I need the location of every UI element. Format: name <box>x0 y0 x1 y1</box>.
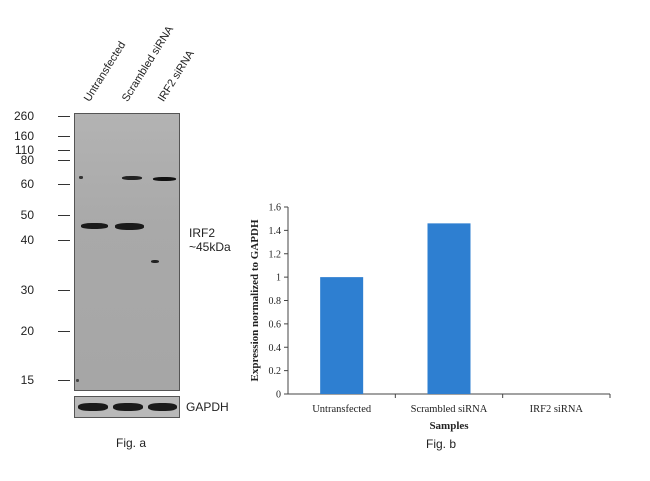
speck <box>76 379 79 382</box>
target-size: ~45kDa <box>189 240 231 254</box>
y-tick-label: 0.4 <box>269 343 282 354</box>
mw-label: 160 <box>13 129 34 143</box>
band-gapdh-lane1 <box>78 403 108 411</box>
band-gapdh-lane2 <box>113 403 143 411</box>
band-irf2-lane1 <box>81 223 108 229</box>
target-name: IRF2 <box>189 226 216 240</box>
target-label: IRF2 ~45kDa <box>189 226 231 254</box>
y-tick-label: 0 <box>276 390 281 401</box>
band-60kda-lane2 <box>122 176 142 180</box>
gapdh-panel <box>74 396 180 418</box>
x-axis-title: Samples <box>429 420 469 432</box>
mw-tick <box>58 240 70 241</box>
y-tick-label: 1.6 <box>269 203 282 214</box>
mw-label: 80 <box>20 153 34 167</box>
band-gapdh-lane3 <box>148 403 177 411</box>
mw-label: 110 <box>14 143 34 157</box>
y-tick-label: 1.4 <box>269 226 282 237</box>
lane-label-irf2-sirna: IRF2 siRNA <box>155 48 197 104</box>
mw-tick <box>58 184 70 185</box>
bar-chart: 0 0.2 0.4 0.6 0.8 1 1.2 1.4 1.6 Untransfected Scra… <box>249 203 611 432</box>
mw-tick <box>58 160 70 161</box>
mw-label: 15 <box>20 373 34 387</box>
y-tick-label: 1.2 <box>269 249 282 260</box>
mw-label: 50 <box>20 208 34 222</box>
y-tick-label: 0.6 <box>269 319 282 330</box>
figure-b-caption: Fig. b <box>426 437 457 451</box>
band-irf2-lane2 <box>115 223 144 230</box>
mw-tick <box>58 136 70 137</box>
y-tick-label: 0.2 <box>269 366 282 377</box>
loading-control-label: GAPDH <box>186 400 229 414</box>
mw-tick <box>58 331 70 332</box>
bar <box>427 223 471 394</box>
mw-label: 30 <box>20 283 34 297</box>
mw-label: 40 <box>20 233 34 247</box>
mw-tick <box>58 116 70 117</box>
mw-tick <box>58 215 70 216</box>
figure-a-caption: Fig. a <box>116 436 147 450</box>
mw-tick <box>58 380 70 381</box>
y-axis-title: Expression normalized to GAPDH <box>249 219 261 381</box>
y-tick-label: 0.8 <box>269 296 282 307</box>
x-tick-label: Scrambled siRNA <box>411 404 488 415</box>
mw-tick <box>58 290 70 291</box>
bar <box>320 277 364 394</box>
band-60kda-lane3 <box>153 177 176 181</box>
mw-label: 260 <box>13 109 34 123</box>
band-60kda-lane1 <box>79 176 83 179</box>
blot-panel <box>74 113 180 391</box>
mw-label: 60 <box>20 177 34 191</box>
x-tick-label: IRF2 siRNA <box>530 404 584 415</box>
mw-tick <box>58 150 70 151</box>
y-tick-label: 1 <box>276 273 281 284</box>
x-tick-label: Untransfected <box>312 404 372 415</box>
mw-label: 20 <box>20 324 34 338</box>
band-lane3-lower <box>151 260 159 263</box>
